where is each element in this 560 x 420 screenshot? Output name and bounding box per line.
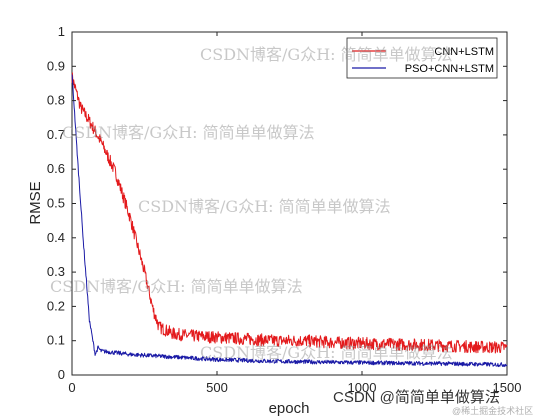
x-axis-label: epoch [269,400,310,417]
legend-label-pso-cnn-lstm: PSO+CNN+LSTM [405,63,494,75]
y-tick-label: 0.8 [47,93,65,108]
x-tick-label: 0 [68,380,75,395]
watermark-text: CSDN博客/G众H: 简简单单做算法 [62,123,315,142]
watermark-text: CSDN博客/G众H: 简简单单做算法 [138,197,391,216]
watermark-text: CSDN博客/G众H: 简简单单做算法 [200,343,453,362]
y-tick-label: 0.7 [47,127,65,142]
ticks-layer: 0 500 1000 1500 0 0.1 0.2 0.3 0.4 0.5 0.6 0.7 0.8 0.9… [47,24,522,395]
y-axis-label: RMSE [27,181,44,224]
series-line-pso-cnn-lstm [71,74,508,368]
credit-main: CSDN @简简单单做算法 [333,388,500,406]
watermark-text: CSDN博客/G众H: 简简单单做算法 [50,277,303,296]
series-line-cnn-lstm [71,72,508,354]
watermark-layer: CSDN博客/G众H: 简简单单做算法 CSDN博客/G众H: 简简单单做算法 … [50,45,453,362]
series-layer [71,72,508,368]
y-tick-label: 0.5 [47,196,65,211]
y-tick-label: 0 [58,367,65,382]
y-tick-label: 0.9 [47,58,65,73]
x-tick-label: 500 [206,380,228,395]
legend-box [346,37,498,79]
x-tick-label: 1500 [493,380,522,395]
y-tick-label: 0.1 [47,333,65,348]
y-tick-label: 0.4 [47,230,65,245]
legend: CNN+LSTM PSO+CNN+LSTM [346,37,498,79]
y-tick-label: 0.6 [47,161,65,176]
legend-label-cnn-lstm: CNN+LSTM [434,46,494,58]
axes-box [71,31,508,376]
plot-area [71,31,508,376]
x-tick-label: 1000 [348,380,377,395]
watermark-text: CSDN博客/G众H: 简简单单做算法 [200,45,453,64]
y-tick-label: 0.2 [47,298,65,313]
y-tick-label: 1 [58,24,65,39]
y-tick-label: 0.3 [47,264,65,279]
credit-sub: @稀土掘金技术社区 [452,405,533,416]
